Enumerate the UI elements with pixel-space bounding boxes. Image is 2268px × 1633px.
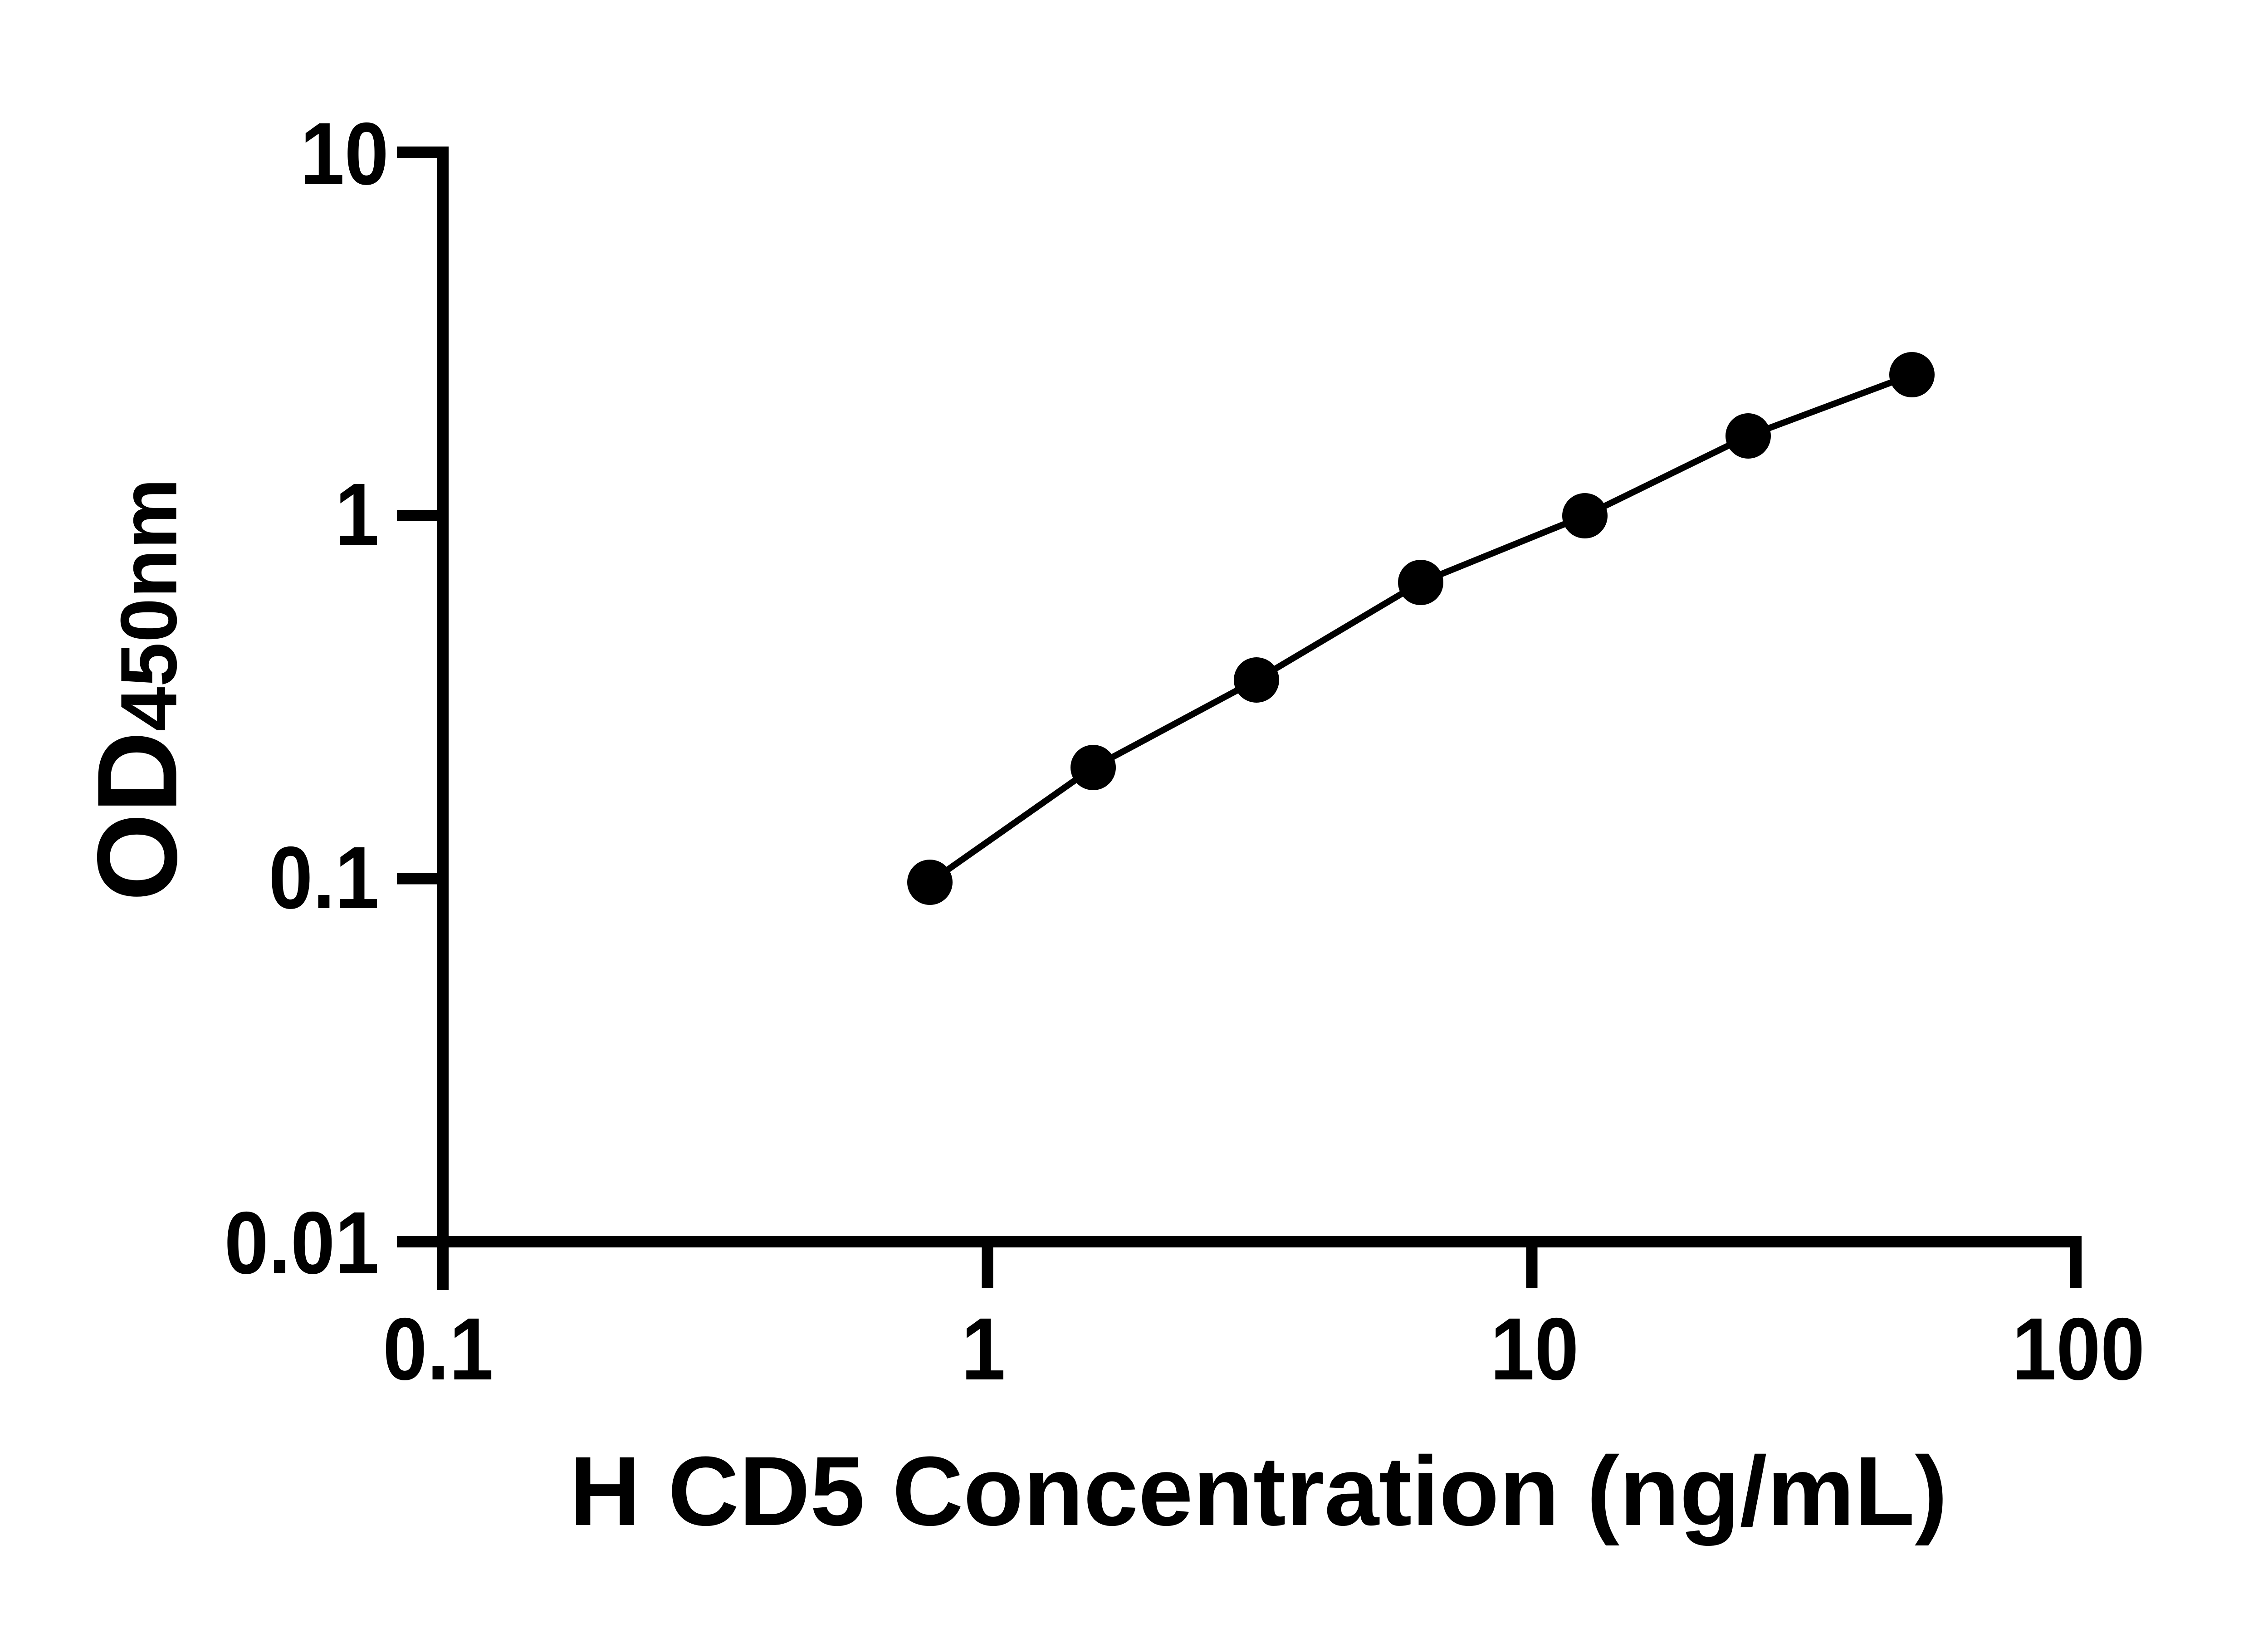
svg-text:H CD5 Concentration (ng/mL): H CD5 Concentration (ng/mL) xyxy=(570,1436,1948,1546)
svg-text:0.01: 0.01 xyxy=(224,1193,379,1292)
svg-text:1: 1 xyxy=(335,465,379,564)
svg-text:0.1: 0.1 xyxy=(383,1300,494,1398)
svg-text:10: 10 xyxy=(1490,1300,1579,1398)
svg-text:10: 10 xyxy=(300,104,389,203)
svg-text:0.1: 0.1 xyxy=(269,828,379,927)
svg-text:1: 1 xyxy=(961,1300,1006,1398)
svg-text:100: 100 xyxy=(2012,1300,2145,1398)
